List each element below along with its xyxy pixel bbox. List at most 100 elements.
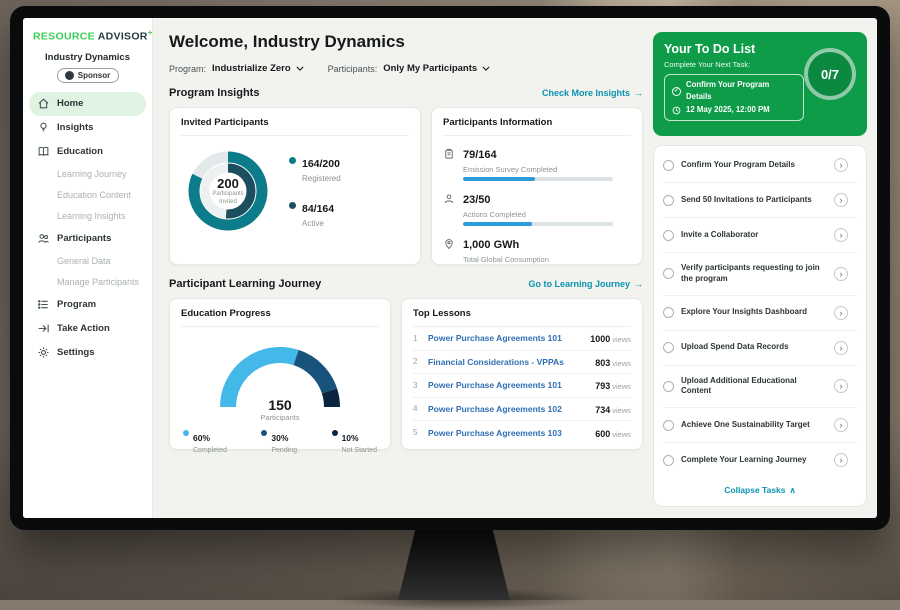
sidebar-item-label: Settings xyxy=(57,347,95,358)
legend-item-completed: 60% Completed xyxy=(183,428,227,454)
task-chevron-button[interactable]: › xyxy=(834,418,848,433)
task-item[interactable]: Confirm Your Program Details › xyxy=(663,148,857,183)
lesson-link[interactable]: Financial Considerations - VPPAs xyxy=(428,356,564,367)
program-select[interactable]: Industrialize Zero xyxy=(212,63,304,74)
task-item[interactable]: Verify participants requesting to join t… xyxy=(663,253,857,296)
task-chevron-button[interactable]: › xyxy=(834,228,848,242)
sidebar-item-education[interactable]: Education xyxy=(29,140,146,164)
participants-select[interactable]: Only My Participants xyxy=(383,63,490,74)
task-label: Send 50 Invitations to Participants xyxy=(681,194,812,204)
sidebar-item-insights[interactable]: Insights xyxy=(29,116,146,140)
task-chevron-button[interactable]: › xyxy=(834,340,848,355)
section-title-program-insights: Program Insights xyxy=(169,87,260,99)
task-checkbox[interactable] xyxy=(663,419,674,431)
lesson-rank: 2 xyxy=(413,357,418,367)
sidebar-item-settings[interactable]: Settings xyxy=(29,341,146,365)
sidebar-subitem-general-data[interactable]: General Data xyxy=(57,256,111,266)
task-chevron-button[interactable]: › xyxy=(834,305,848,320)
task-chevron-button[interactable]: › xyxy=(834,379,848,394)
task-item[interactable]: Explore Your Insights Dashboard › xyxy=(663,296,857,331)
task-item[interactable]: Invite a Collaborator › xyxy=(663,218,857,253)
link-label: Check More Insights xyxy=(541,88,630,98)
logo-secondary: ADVISOR xyxy=(97,30,148,43)
check-more-insights-link[interactable]: Check More Insights → xyxy=(542,88,643,98)
donut-center-label: 200 Participants Invited xyxy=(181,144,275,238)
task-checkbox[interactable] xyxy=(663,342,674,354)
task-checkbox[interactable] xyxy=(663,268,674,280)
views-suffix: views xyxy=(612,358,631,368)
participants-filter-label: Participants: xyxy=(327,63,378,74)
task-chevron-button[interactable]: › xyxy=(834,193,848,207)
task-label: Verify participants requesting to join t… xyxy=(681,263,820,283)
task-checkbox[interactable] xyxy=(663,380,674,392)
legend-value: 164/200 xyxy=(302,158,340,170)
lesson-views: 734 xyxy=(595,404,611,415)
next-task-box[interactable]: ✓ Confirm Your Program Details 12 May 20… xyxy=(664,74,804,122)
sidebar-item-participants[interactable]: Participants xyxy=(29,227,146,251)
task-item[interactable]: Complete Your Learning Journey › xyxy=(663,443,857,477)
task-checkbox[interactable] xyxy=(663,194,674,206)
legend-item-not-started: 10% Not Started xyxy=(331,428,377,454)
task-item[interactable]: Achieve One Sustainability Target › xyxy=(663,408,857,444)
legend-value: 10% xyxy=(341,433,359,443)
sponsor-icon xyxy=(64,70,74,80)
card-title: Invited Participants xyxy=(181,117,409,136)
task-chevron-button[interactable]: › xyxy=(834,266,848,281)
sidebar-item-take-action[interactable]: Take Action xyxy=(29,317,146,341)
task-checkbox[interactable] xyxy=(663,159,674,171)
chevron-up-icon: ∧ xyxy=(789,485,796,496)
todo-progress-value: 0/7 xyxy=(820,66,840,82)
task-item[interactable]: Upload Additional Educational Content › xyxy=(663,366,857,409)
donut-chart: 200 Participants Invited 164/200 Registe… xyxy=(181,136,409,238)
lesson-link[interactable]: Power Purchase Agreements 101 xyxy=(428,380,562,391)
learning-journey-header: Participant Learning Journey Go to Learn… xyxy=(169,278,643,290)
sidebar-item-program[interactable]: Program xyxy=(29,293,146,317)
program-filter-label: Program: xyxy=(169,63,207,74)
top-lessons-card: Top Lessons 1 Power Purchase Agreements … xyxy=(401,298,643,450)
task-chevron-button[interactable]: › xyxy=(834,453,848,468)
sidebar-item-home[interactable]: Home xyxy=(29,91,146,116)
actions-progress-bar xyxy=(463,222,613,226)
stat-value: 23/50 xyxy=(463,194,491,206)
task-item[interactable]: Send 50 Invitations to Participants › xyxy=(663,183,857,218)
page-title: Welcome, Industry Dynamics xyxy=(169,32,405,51)
lesson-row: 4 Power Purchase Agreements 102 734 views xyxy=(413,398,631,421)
chevron-down-icon xyxy=(482,66,490,71)
sidebar: RESOURCE ADVISOR+ Industry Dynamics Spon… xyxy=(23,18,153,518)
chevron-right-icon: › xyxy=(839,381,843,392)
go-to-learning-journey-link[interactable]: Go to Learning Journey → xyxy=(528,279,643,289)
legend-dot xyxy=(183,430,189,436)
card-title: Participants Information xyxy=(443,117,631,136)
gauge-center-label: 150 Participants xyxy=(205,397,355,422)
participants-information-card: Participants Information 79/164 Emission… xyxy=(431,107,643,265)
task-chevron-button[interactable]: › xyxy=(834,158,848,172)
task-checkbox[interactable] xyxy=(663,229,674,241)
legend-item-active: 84/164 Active xyxy=(289,199,341,228)
collapse-tasks-link[interactable]: Collapse Tasks ∧ xyxy=(663,477,857,504)
logo-plus: + xyxy=(147,28,153,37)
arrow-right-icon: → xyxy=(634,88,643,98)
org-name: Industry Dynamics xyxy=(45,51,130,63)
sidebar-subitem-learning-insights[interactable]: Learning Insights xyxy=(57,211,126,221)
lesson-link[interactable]: Power Purchase Agreements 103 xyxy=(428,427,562,438)
sidebar-subitem-learning-journey[interactable]: Learning Journey xyxy=(57,169,127,179)
lesson-views: 1000 xyxy=(590,334,611,345)
task-checkbox[interactable] xyxy=(663,307,674,319)
program-filter: Program: Industrialize Zero xyxy=(169,63,304,74)
lesson-link[interactable]: Power Purchase Agreements 101 xyxy=(428,333,562,344)
lesson-link[interactable]: Power Purchase Agreements 102 xyxy=(428,403,562,414)
task-checkbox[interactable] xyxy=(663,454,674,466)
lesson-row: 3 Power Purchase Agreements 101 793 views xyxy=(413,374,631,398)
task-label: Complete Your Learning Journey xyxy=(681,454,807,464)
sidebar-subitem-manage-participants[interactable]: Manage Participants xyxy=(57,277,140,287)
gear-icon xyxy=(37,346,50,359)
sidebar-item-label: Home xyxy=(57,98,84,109)
task-label: Invite a Collaborator xyxy=(681,229,759,239)
sidebar-subitem-education-content[interactable]: Education Content xyxy=(57,190,132,200)
stat-label: Emission Survey Completed xyxy=(463,165,558,174)
program-insights-header: Program Insights Check More Insights → xyxy=(169,87,643,99)
gauge-chart: 150 Participants xyxy=(205,331,355,422)
task-item[interactable]: Upload Spend Data Records › xyxy=(663,331,857,366)
lesson-views: 600 xyxy=(595,428,611,439)
